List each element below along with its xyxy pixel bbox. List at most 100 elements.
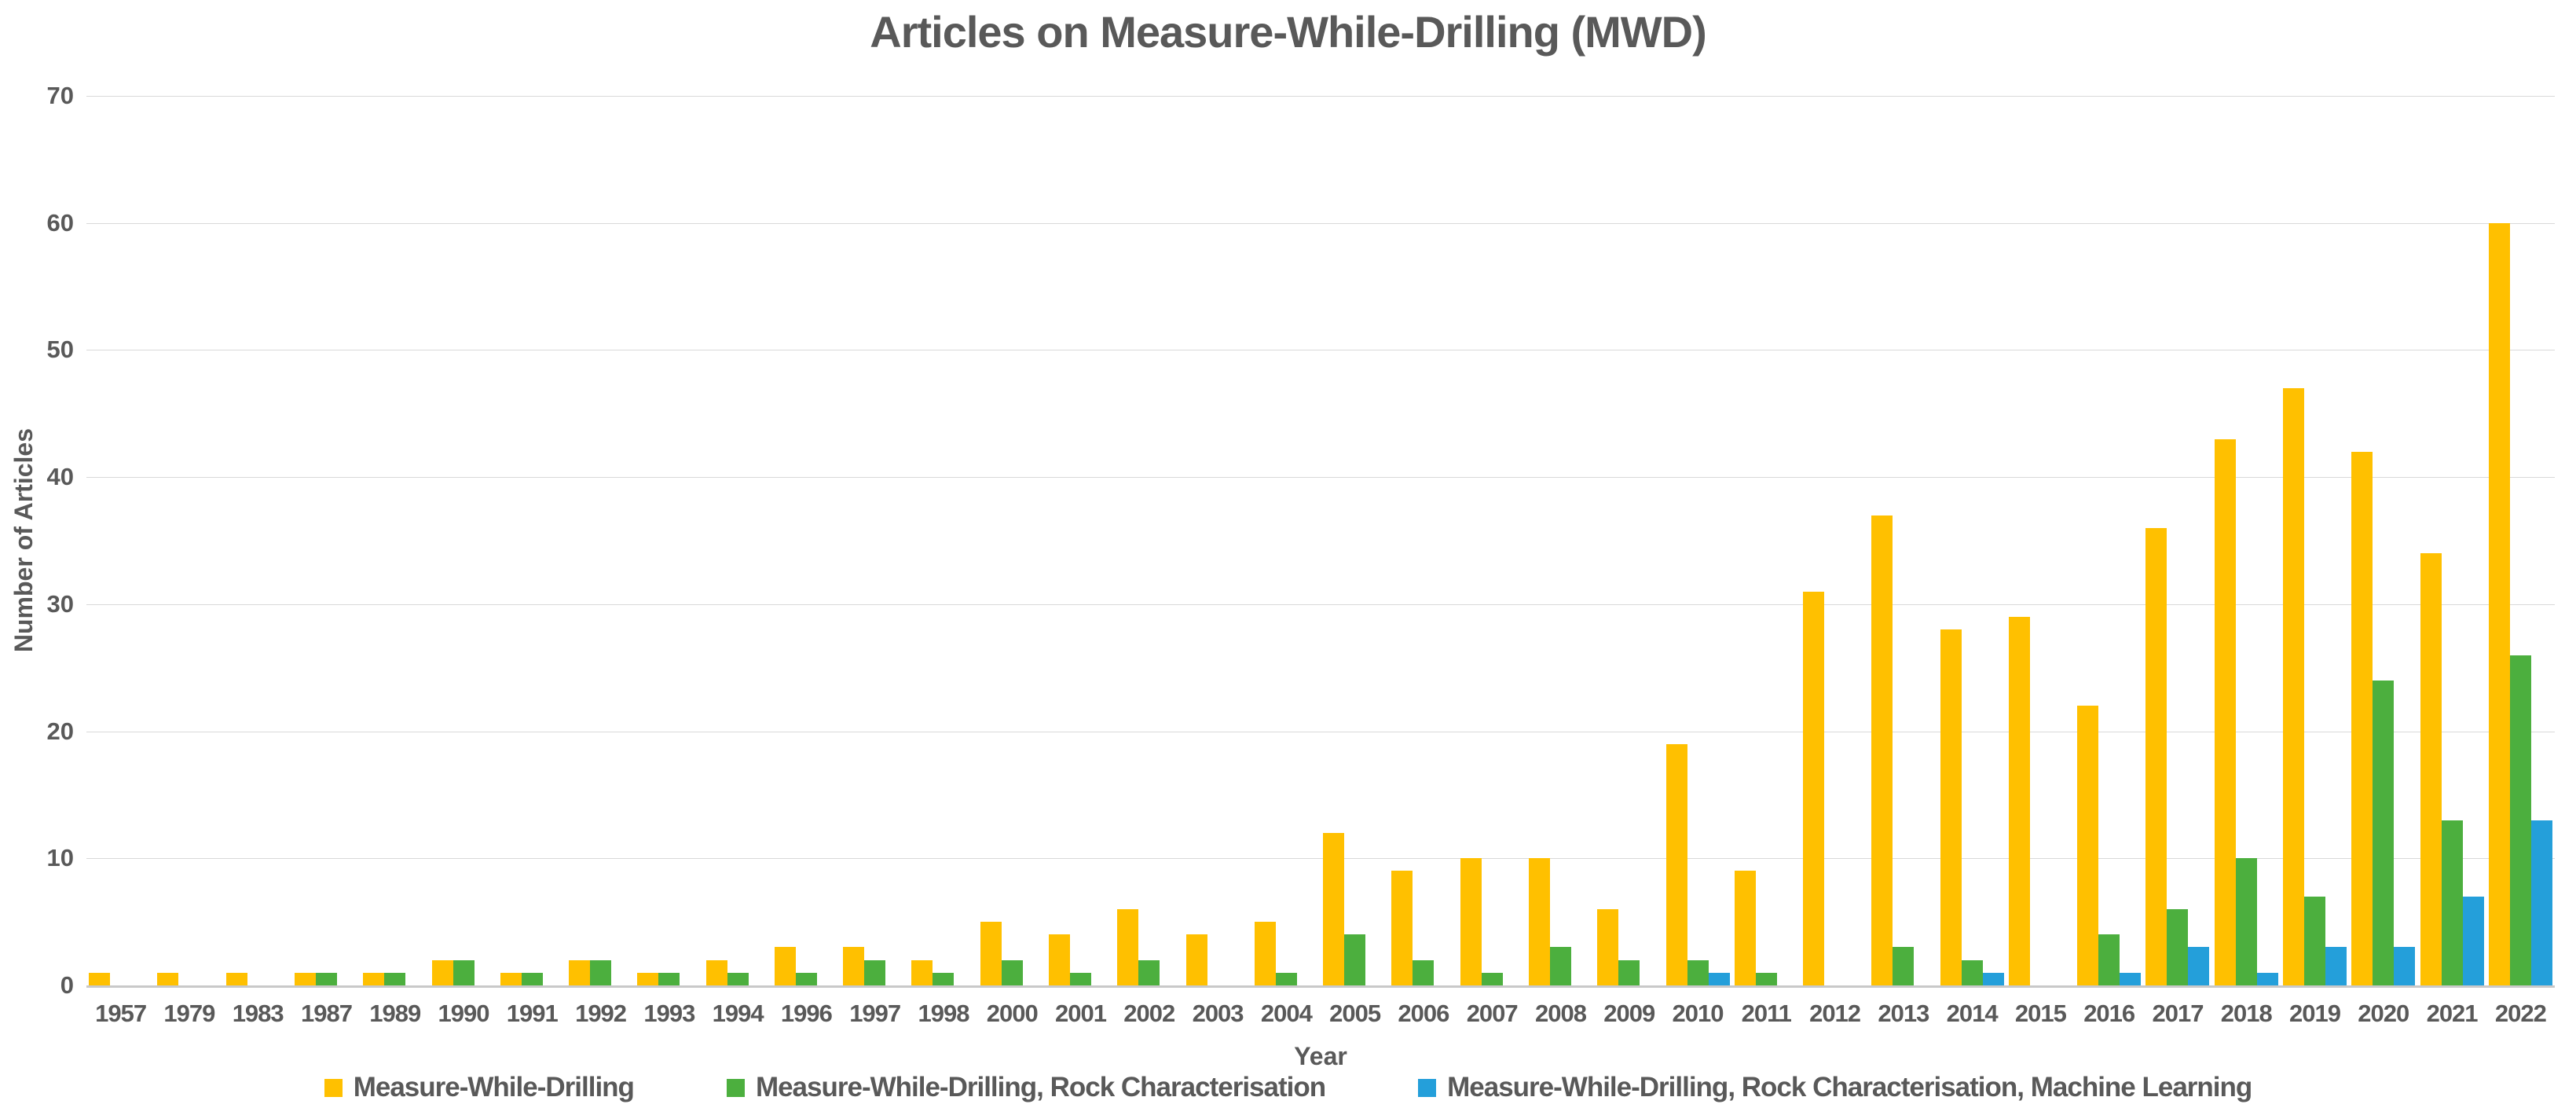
bar-1989-measure-while-drilling xyxy=(363,973,385,985)
bar-cluster-1990 xyxy=(429,96,497,985)
x-tick-label-1979: 1979 xyxy=(163,1000,215,1027)
bar-1997-measure-while-drilling xyxy=(843,947,865,985)
bar-2022-rock-characterisation xyxy=(2509,655,2531,985)
gridline-y10 xyxy=(86,858,2555,860)
x-tick-label-1996: 1996 xyxy=(780,1000,833,1027)
bar-cluster-2009 xyxy=(1595,96,1663,985)
bar-cluster-1983 xyxy=(224,96,292,985)
x-tick-label-2022: 2022 xyxy=(2494,1000,2547,1027)
bar-cluster-2005 xyxy=(1321,96,1389,985)
bar-2002-rock-characterisation xyxy=(1138,960,1160,985)
bar-2019-measure-while-drilling xyxy=(2283,388,2304,985)
bar-2004-measure-while-drilling xyxy=(1254,922,1276,985)
bar-1991-rock-characterisation xyxy=(521,973,543,985)
bar-2020-rock-characterisation xyxy=(2373,681,2395,985)
x-tick-label-2014: 2014 xyxy=(1946,1000,1999,1027)
bar-cluster-1957 xyxy=(86,96,155,985)
bar-1957-measure-while-drilling xyxy=(89,973,111,985)
x-tick-label-1990: 1990 xyxy=(438,1000,490,1027)
gridline-y40 xyxy=(86,477,2555,479)
bar-cluster-2013 xyxy=(1869,96,1937,985)
bar-cluster-1991 xyxy=(498,96,566,985)
x-tick-label-2004: 2004 xyxy=(1260,1000,1313,1027)
x-tick-label-2009: 2009 xyxy=(1603,1000,1655,1027)
x-tick-label-2001: 2001 xyxy=(1055,1000,1107,1027)
legend-item-rock-characterisation: Measure-While-Drilling, Rock Characteris… xyxy=(726,1072,1326,1103)
bar-cluster-1992 xyxy=(566,96,635,985)
bar-cluster-2001 xyxy=(1046,96,1115,985)
bar-cluster-1993 xyxy=(635,96,703,985)
bar-cluster-2020 xyxy=(2349,96,2417,985)
bar-cluster-2014 xyxy=(1938,96,2006,985)
bar-1993-measure-while-drilling xyxy=(637,973,659,985)
bar-2011-measure-while-drilling xyxy=(1734,871,1756,985)
plot-area xyxy=(86,96,2555,988)
bar-cluster-2019 xyxy=(2281,96,2349,985)
y-tick-label-40: 40 xyxy=(46,463,74,491)
bar-2008-measure-while-drilling xyxy=(1528,858,1550,985)
x-tick-label-1991: 1991 xyxy=(506,1000,559,1027)
bar-1994-measure-while-drilling xyxy=(705,960,727,985)
y-tick-label-50: 50 xyxy=(46,336,74,364)
x-tick-label-2021: 2021 xyxy=(2426,1000,2479,1027)
legend-item-machine-learning: Measure-While-Drilling, Rock Characteris… xyxy=(1418,1072,2252,1103)
bar-cluster-2018 xyxy=(2212,96,2281,985)
bar-2021-rock-characterisation xyxy=(2441,820,2463,985)
x-tick-label-2003: 2003 xyxy=(1192,1000,1244,1027)
x-tick-label-2020: 2020 xyxy=(2358,1000,2409,1027)
y-tick-label-60: 60 xyxy=(46,208,74,237)
bar-2016-rock-characterisation xyxy=(2098,934,2120,985)
x-tick-label-2010: 2010 xyxy=(1672,1000,1724,1027)
bar-cluster-1998 xyxy=(909,96,977,985)
x-tick-label-2006: 2006 xyxy=(1398,1000,1449,1027)
bar-1993-rock-characterisation xyxy=(658,973,680,985)
bar-1990-measure-while-drilling xyxy=(431,960,453,985)
bar-2010-measure-while-drilling xyxy=(1665,744,1687,985)
legend-label-machine-learning: Measure-While-Drilling, Rock Characteris… xyxy=(1447,1072,2252,1102)
x-tick-label-1983: 1983 xyxy=(232,1000,284,1027)
bar-1987-rock-characterisation xyxy=(315,973,337,985)
bar-2018-measure-while-drilling xyxy=(2214,439,2236,985)
x-tick-label-1992: 1992 xyxy=(575,1000,627,1027)
x-tick-label-2011: 2011 xyxy=(1741,1000,1792,1027)
x-tick-label-1997: 1997 xyxy=(849,1000,901,1027)
gridline-y30 xyxy=(86,604,2555,605)
bar-1991-measure-while-drilling xyxy=(500,973,522,985)
bar-2020-machine-learning xyxy=(2394,947,2416,985)
bar-2019-rock-characterisation xyxy=(2304,897,2325,985)
bar-2011-rock-characterisation xyxy=(1755,973,1777,985)
bar-1998-rock-characterisation xyxy=(933,973,955,985)
legend-label-mwd: Measure-While-Drilling xyxy=(353,1072,635,1102)
x-tick-label-1994: 1994 xyxy=(712,1000,764,1027)
bar-cluster-2016 xyxy=(2075,96,2143,985)
bar-1992-measure-while-drilling xyxy=(569,960,591,985)
bar-2014-rock-characterisation xyxy=(1961,960,1983,985)
bar-2002-measure-while-drilling xyxy=(1117,909,1139,985)
x-axis-tick-labels: 1957 1979 1983 1987 1989 1990 1991 1992 1993 1994… xyxy=(86,1000,2555,1031)
bar-cluster-2015 xyxy=(2006,96,2075,985)
y-tick-label-70: 70 xyxy=(46,82,74,109)
bar-2021-machine-learning xyxy=(2462,897,2484,985)
x-tick-label-2007: 2007 xyxy=(1466,1000,1519,1027)
bar-2008-rock-characterisation xyxy=(1549,947,1571,985)
bar-cluster-2004 xyxy=(1252,96,1321,985)
x-tick-label-2000: 2000 xyxy=(986,1000,1039,1027)
bar-cluster-2008 xyxy=(1526,96,1595,985)
legend-swatch-rock-characterisation xyxy=(726,1078,745,1097)
bar-1987-measure-while-drilling xyxy=(294,973,316,985)
bar-cluster-2003 xyxy=(1183,96,1251,985)
bar-2018-machine-learning xyxy=(2256,973,2278,985)
bar-1992-rock-characterisation xyxy=(590,960,612,985)
bar-cluster-2012 xyxy=(1801,96,1869,985)
bar-cluster-1997 xyxy=(841,96,909,985)
bar-1998-measure-while-drilling xyxy=(911,960,933,985)
bar-cluster-2006 xyxy=(1389,96,1457,985)
bar-2017-machine-learning xyxy=(2188,947,2210,985)
x-tick-label-1989: 1989 xyxy=(369,1000,421,1027)
bar-2010-rock-characterisation xyxy=(1687,960,1709,985)
bar-2000-rock-characterisation xyxy=(1001,960,1023,985)
x-tick-label-2017: 2017 xyxy=(2152,1000,2204,1027)
bar-cluster-2017 xyxy=(2143,96,2211,985)
y-tick-label-10: 10 xyxy=(46,844,74,872)
bar-2006-rock-characterisation xyxy=(1413,960,1435,985)
